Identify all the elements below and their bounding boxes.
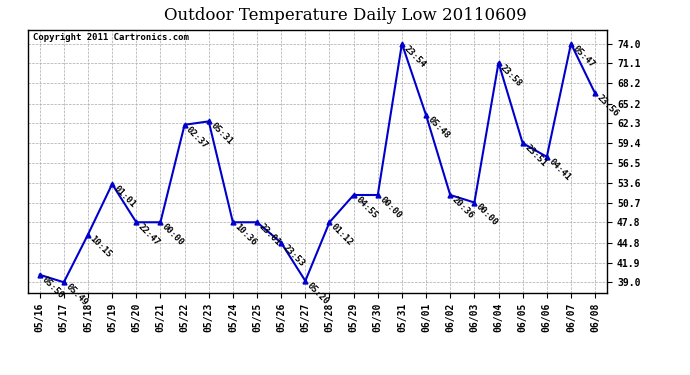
Text: 23:51: 23:51 bbox=[523, 143, 548, 168]
Text: 10:15: 10:15 bbox=[88, 234, 113, 260]
Text: 00:00: 00:00 bbox=[475, 202, 500, 228]
Text: 10:36: 10:36 bbox=[233, 222, 258, 248]
Text: 22:47: 22:47 bbox=[136, 222, 161, 248]
Text: 05:50: 05:50 bbox=[39, 275, 65, 300]
Text: 04:41: 04:41 bbox=[546, 157, 572, 182]
Text: 05:49: 05:49 bbox=[63, 282, 89, 308]
Text: 01:12: 01:12 bbox=[330, 222, 355, 248]
Text: 05:31: 05:31 bbox=[208, 122, 234, 147]
Text: 05:20: 05:20 bbox=[305, 281, 331, 306]
Text: 23:53: 23:53 bbox=[282, 243, 306, 268]
Text: 02:37: 02:37 bbox=[184, 125, 210, 150]
Text: 00:00: 00:00 bbox=[378, 195, 403, 220]
Text: 00:00: 00:00 bbox=[160, 222, 186, 248]
Text: 23:54: 23:54 bbox=[402, 44, 427, 69]
Text: Outdoor Temperature Daily Low 20110609: Outdoor Temperature Daily Low 20110609 bbox=[164, 8, 526, 24]
Text: Copyright 2011 Cartronics.com: Copyright 2011 Cartronics.com bbox=[33, 33, 189, 42]
Text: 23:58: 23:58 bbox=[498, 63, 524, 88]
Text: 23:56: 23:56 bbox=[595, 93, 620, 119]
Text: 23:01: 23:01 bbox=[257, 222, 282, 248]
Text: 01:01: 01:01 bbox=[112, 184, 137, 210]
Text: 05:48: 05:48 bbox=[426, 115, 451, 141]
Text: 05:47: 05:47 bbox=[571, 44, 596, 69]
Text: 20:36: 20:36 bbox=[450, 195, 475, 220]
Text: 04:55: 04:55 bbox=[353, 195, 379, 220]
